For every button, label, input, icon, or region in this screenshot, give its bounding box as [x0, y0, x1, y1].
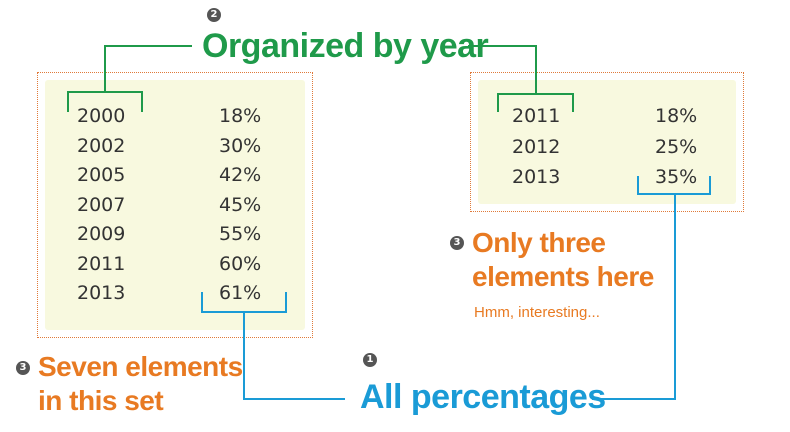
percent-cell: 35%	[655, 166, 698, 188]
only-three-line2: elements here	[472, 261, 654, 292]
year-cell: 2013	[77, 282, 126, 304]
year-cell: 2005	[77, 164, 126, 186]
step-number-badge: 2	[207, 8, 221, 22]
percent-cell: 18%	[219, 105, 262, 127]
step-number-badge: 3	[16, 361, 30, 375]
percent-cell: 18%	[655, 105, 698, 127]
left-set-frame	[37, 72, 313, 338]
year-cell: 2007	[77, 193, 126, 216]
percent-cell: 25%	[655, 135, 698, 158]
year-cell: 2000	[77, 105, 126, 127]
percent-cell: 30%	[219, 134, 262, 157]
right-set-frame	[470, 72, 744, 212]
step-number-badge: 1	[363, 353, 377, 367]
left-set-paper	[45, 80, 305, 330]
seven-elements-line2: in this set	[38, 385, 164, 416]
year-cell: 2013	[512, 166, 561, 188]
percent-cell: 42%	[219, 164, 262, 186]
percent-cell: 61%	[219, 282, 262, 304]
percent-cell: 60%	[219, 252, 262, 275]
only-three-line1: Only three	[472, 227, 606, 258]
year-cell: 2009	[77, 223, 126, 245]
percent-cell: 55%	[219, 223, 262, 245]
year-cell: 2011	[512, 105, 561, 127]
right-set-paper	[478, 80, 736, 204]
year-cell: 2002	[77, 134, 126, 157]
percent-cell: 45%	[219, 193, 262, 216]
organized-by-year-label: Organized by year	[202, 27, 489, 65]
year-cell: 2011	[77, 252, 126, 275]
step-number-badge: 3	[450, 236, 464, 250]
seven-elements-line1: Seven elements	[38, 351, 243, 382]
interesting-note: Hmm, interesting...	[474, 304, 600, 321]
all-percentages-label: All percentages	[360, 378, 606, 416]
year-cell: 2012	[512, 135, 561, 158]
